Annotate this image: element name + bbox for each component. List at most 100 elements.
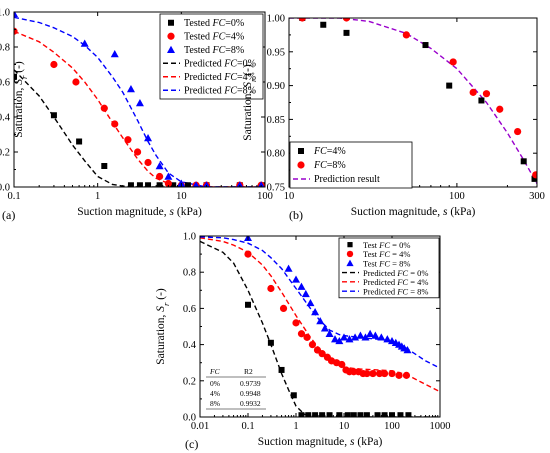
x-axis-title: Suction magnitude, s (kPa) (258, 436, 383, 448)
data-point (338, 360, 346, 369)
data-point (308, 341, 317, 349)
data-point (303, 333, 311, 341)
legend-label: Test FC = 8% (363, 258, 410, 268)
legend-label: FC=4% (313, 146, 346, 157)
data-point (267, 339, 274, 346)
legend-label: Predicted FC=4% (184, 72, 256, 83)
legend-label: FC=8% (313, 160, 346, 171)
data-point (298, 18, 306, 22)
data-point (144, 134, 153, 142)
legend-marker (346, 259, 354, 267)
data-point (244, 250, 252, 258)
fit-table-cell: 0.9932 (240, 399, 261, 408)
fit-table-header: R2 (244, 367, 253, 376)
data-point (363, 412, 370, 417)
y-axis-title: Saturation, Sr (-) (242, 64, 258, 141)
data-point (342, 18, 351, 22)
data-point (395, 371, 403, 379)
data-point (318, 350, 326, 358)
data-point (126, 85, 135, 93)
data-point (320, 21, 327, 28)
data-point (446, 82, 453, 89)
y-tick-label: 0.0 (183, 413, 196, 424)
y-tick-label: 0.8 (0, 43, 10, 54)
data-point (350, 412, 357, 417)
data-point (278, 366, 285, 373)
x-tick-label: 100 (257, 191, 273, 202)
legend-marker (346, 250, 354, 258)
y-tick-label: 1.0 (183, 232, 196, 243)
data-point (344, 412, 351, 417)
data-point (388, 369, 396, 378)
legend-marker (298, 148, 304, 154)
legend-label: Tested FC=4% (184, 31, 244, 42)
panel-label: (c) (185, 437, 198, 451)
y-tick-label: 0.80 (267, 149, 285, 160)
y-tick-label: 0.95 (267, 47, 285, 58)
y-tick-label: 0.6 (0, 78, 10, 89)
y-axis-title: Saturation, Sr (-) (13, 61, 29, 138)
data-point (397, 412, 404, 417)
data-point (156, 172, 164, 181)
panel-c-chart: 0.0 0.2 0.4 0.6 0.8 1.0 0.01 0.1 1 10 100 1000 Sucti… (155, 232, 451, 452)
x-tick-label: 0.1 (241, 421, 254, 432)
data-point (343, 29, 350, 36)
data-point (331, 335, 340, 343)
x-axis-title: Suction magnitude, s (kPa) (77, 206, 202, 218)
predicted-curve (14, 69, 265, 187)
legend-marker (167, 32, 175, 40)
legend-box (289, 141, 413, 189)
predicted-curve (14, 30, 265, 187)
data-point (155, 162, 164, 170)
x-tick-label: 1 (95, 191, 100, 202)
data-point (380, 369, 389, 378)
x-tick-label: 0.1 (7, 191, 20, 202)
data-point (236, 181, 244, 187)
fit-table-cell: 8% (210, 399, 220, 408)
data-point (124, 136, 132, 144)
legend-marker (297, 161, 305, 169)
data-point (301, 289, 310, 298)
data-point (50, 112, 57, 119)
data-point (110, 50, 119, 58)
x-tick-label: 10 (284, 191, 295, 202)
data-point (340, 333, 348, 341)
data-point (482, 90, 491, 98)
data-point (514, 127, 522, 136)
data-point (127, 182, 134, 187)
data-point (531, 175, 537, 182)
data-point (50, 60, 58, 69)
y-tick-label: 0.2 (0, 148, 10, 159)
data-point (164, 172, 173, 180)
plot-area (289, 18, 537, 184)
data-point (292, 275, 300, 283)
data-point (101, 163, 108, 169)
data-point (203, 181, 210, 187)
data-point (144, 158, 152, 167)
data-point (135, 99, 144, 107)
data-point (76, 138, 83, 145)
data-point (156, 182, 163, 187)
data-point (100, 104, 108, 112)
data-point (422, 42, 429, 49)
data-point (305, 412, 312, 417)
data-point (319, 412, 326, 417)
predicted-curve (14, 16, 265, 187)
fit-table-cell: 4% (210, 389, 220, 398)
data-point (111, 120, 119, 128)
panel-label: (a) (2, 208, 15, 222)
data-point (532, 171, 537, 179)
legend-label: Predicted FC=8% (184, 85, 256, 96)
y-tick-label: 0.75 (267, 183, 285, 194)
data-point (356, 331, 365, 339)
data-point (257, 181, 265, 187)
data-point (292, 319, 300, 327)
fit-table: FC R2 0% 0.9739 4% 0.9948 8% 0.9932 (206, 367, 266, 410)
data-point (133, 148, 142, 156)
legend-label: Test FC = 0% (363, 240, 410, 250)
panel-label: (b) (289, 208, 303, 222)
data-point (80, 39, 89, 47)
x-tick-label: 10 (339, 421, 350, 432)
x-axis-title: Suction magnitude, s (kPa) (351, 206, 476, 218)
legend-label: Predicted FC = 0% (363, 268, 428, 278)
